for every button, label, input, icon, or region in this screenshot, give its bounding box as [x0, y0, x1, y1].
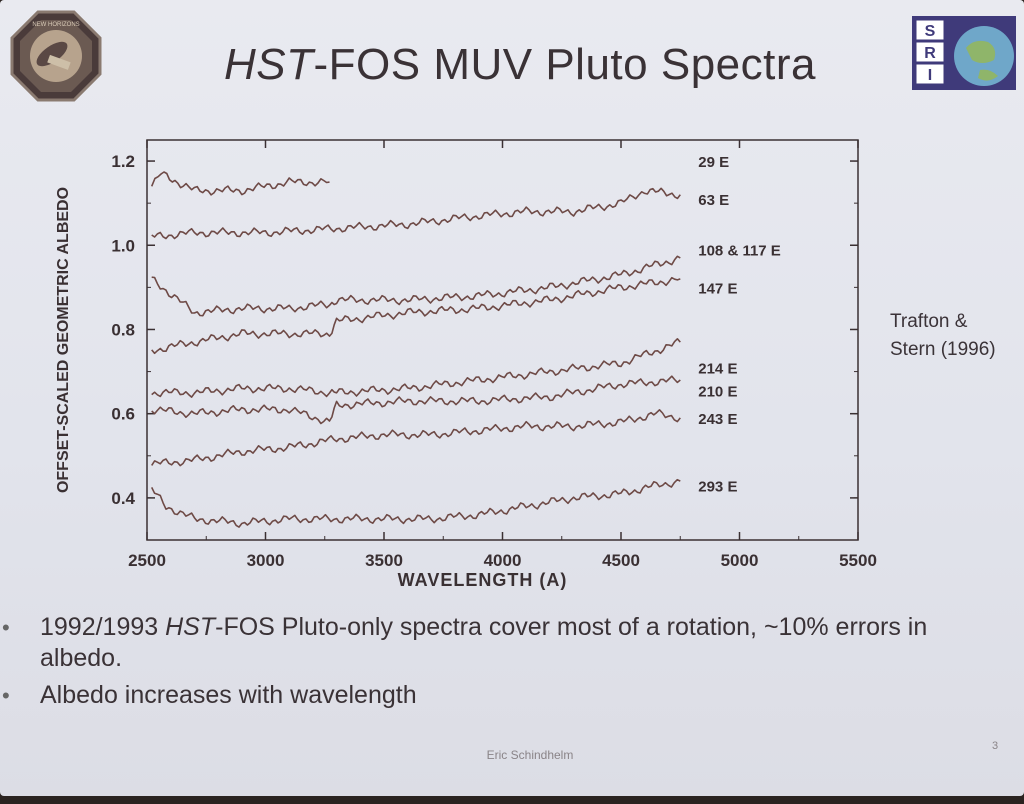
swri-letter-i: I — [928, 67, 932, 84]
y-tick-label: 1.0 — [111, 236, 135, 255]
bullet-dot-icon: • — [2, 615, 10, 640]
series-label: 243 E — [698, 411, 737, 428]
swri-letter-r: R — [924, 45, 936, 62]
x-tick-label: 3500 — [365, 551, 403, 570]
bullet-text-italic: HST — [165, 613, 216, 641]
footer-author: Eric Schindhelm — [486, 748, 574, 762]
citation-note: Trafton & Stern (1996) — [890, 308, 1024, 364]
series-line — [151, 408, 681, 467]
x-tick-label: 4500 — [602, 551, 640, 570]
bullet-dot-icon: • — [2, 683, 10, 708]
series-line — [150, 478, 681, 528]
page-number: 3 — [992, 740, 999, 752]
series-label: 147 E — [698, 280, 737, 297]
x-tick-label: 3000 — [247, 551, 285, 570]
plot-frame — [146, 139, 859, 541]
y-tick-label: 1.2 — [111, 152, 135, 171]
title-rest: -FOS MUV Pluto Spectra — [313, 40, 816, 89]
svg-text:NEW HORIZONS: NEW HORIZONS — [32, 22, 79, 28]
swri-logo-icon: S R I — [910, 14, 1018, 92]
series-line — [151, 255, 681, 317]
citation-line-1: Trafton & — [890, 311, 968, 332]
y-axis-label: OFFSET-SCALED GEOMETRIC ALBEDO — [55, 187, 72, 493]
series-line — [151, 338, 681, 398]
slide-title: HST-FOS MUV Pluto Spectra — [150, 40, 890, 90]
bullet-text-before: 1992/1993 — [40, 613, 166, 641]
citation-line-2: Stern (1996) — [890, 339, 996, 360]
x-axis-label: WAVELENGTH (A) — [398, 570, 568, 590]
new-horizons-patch-icon: NEW HORIZONS — [8, 8, 104, 104]
series-line — [151, 276, 681, 355]
y-tick-label: 0.8 — [111, 320, 135, 339]
pluto-spectra-chart: 2500 3000 3500 4000 4500 5000 5500 0.4 0.6 0.8 1.0… — [55, 139, 877, 590]
series-label: 293 E — [698, 478, 737, 495]
series-label: 29 E — [698, 154, 729, 171]
x-tick-label: 5000 — [721, 551, 759, 570]
bullet-item: • 1992/1993 HST-FOS Pluto-only spectra c… — [0, 612, 1000, 674]
x-tick-label: 2500 — [128, 551, 166, 570]
bullet-text-after: -FOS Pluto-only spectra cover most of a … — [40, 613, 928, 672]
series-line — [151, 375, 681, 425]
bullet-text-before: Albedo increases with wavelength — [40, 681, 417, 709]
title-italic: HST — [224, 40, 314, 89]
series-label: 108 & 117 E — [698, 242, 781, 259]
series-line — [150, 171, 330, 196]
x-tick-label: 5500 — [839, 551, 877, 570]
series-line — [151, 187, 681, 240]
series-label: 63 E — [698, 192, 729, 209]
series-label: 210 E — [698, 384, 737, 401]
swri-letter-s: S — [925, 23, 936, 40]
bullet-item: • Albedo increases with wavelength — [0, 680, 1000, 711]
y-tick-label: 0.6 — [111, 405, 135, 424]
bullet-list: • 1992/1993 HST-FOS Pluto-only spectra c… — [0, 612, 1024, 717]
x-tick-label: 4000 — [484, 551, 522, 570]
y-tick-label: 0.4 — [111, 489, 135, 508]
series-label: 214 E — [698, 360, 737, 377]
